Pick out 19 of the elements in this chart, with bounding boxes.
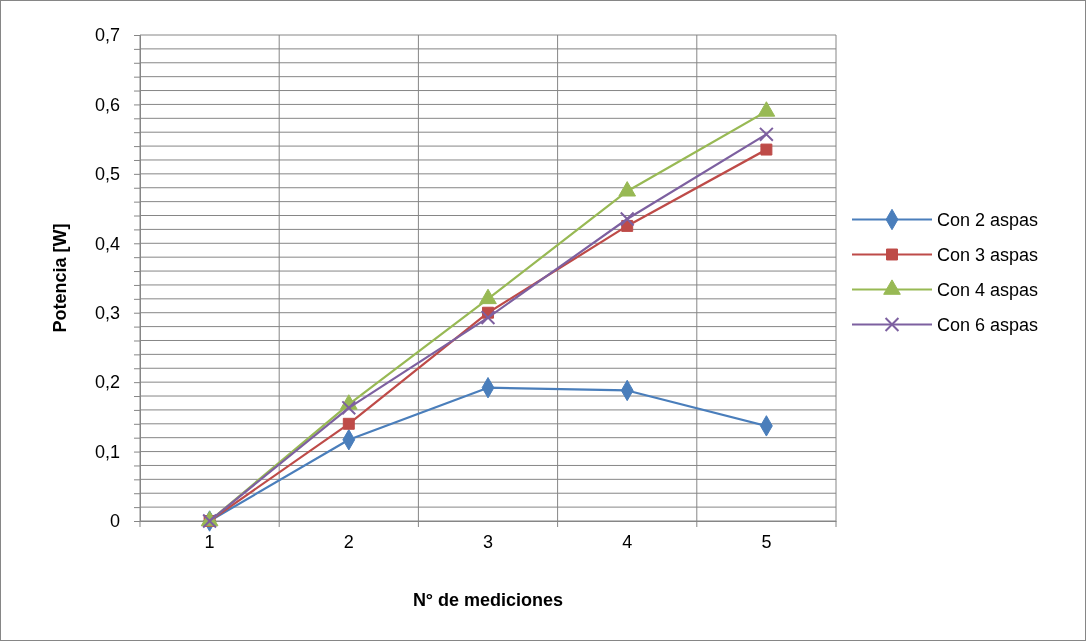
legend-label: Con 2 aspas <box>937 209 1039 230</box>
legend-label: Con 4 aspas <box>937 279 1039 300</box>
legend-label: Con 6 aspas <box>937 314 1039 335</box>
x-tick-label: 2 <box>343 531 354 552</box>
x-tick-label: 5 <box>761 531 772 552</box>
y-tick-label: 0,4 <box>94 233 120 254</box>
x-axis-title: N° de mediciones <box>412 590 564 610</box>
y-tick-label: 0,1 <box>94 441 120 462</box>
x-tick-label: 3 <box>482 531 494 552</box>
x-tick-label: 4 <box>622 531 633 552</box>
y-tick-label: 0 <box>109 511 120 532</box>
y-tick-label: 0,5 <box>94 164 120 185</box>
legend-label: Con 3 aspas <box>937 244 1039 265</box>
y-tick-label: 0,6 <box>94 94 120 115</box>
y-tick-label: 0,3 <box>94 302 120 323</box>
x-tick-label: 1 <box>204 531 215 552</box>
y-tick-label: 0,7 <box>94 25 120 46</box>
y-axis-title: Potencia [W] <box>50 223 70 333</box>
y-tick-label: 0,2 <box>94 372 120 393</box>
